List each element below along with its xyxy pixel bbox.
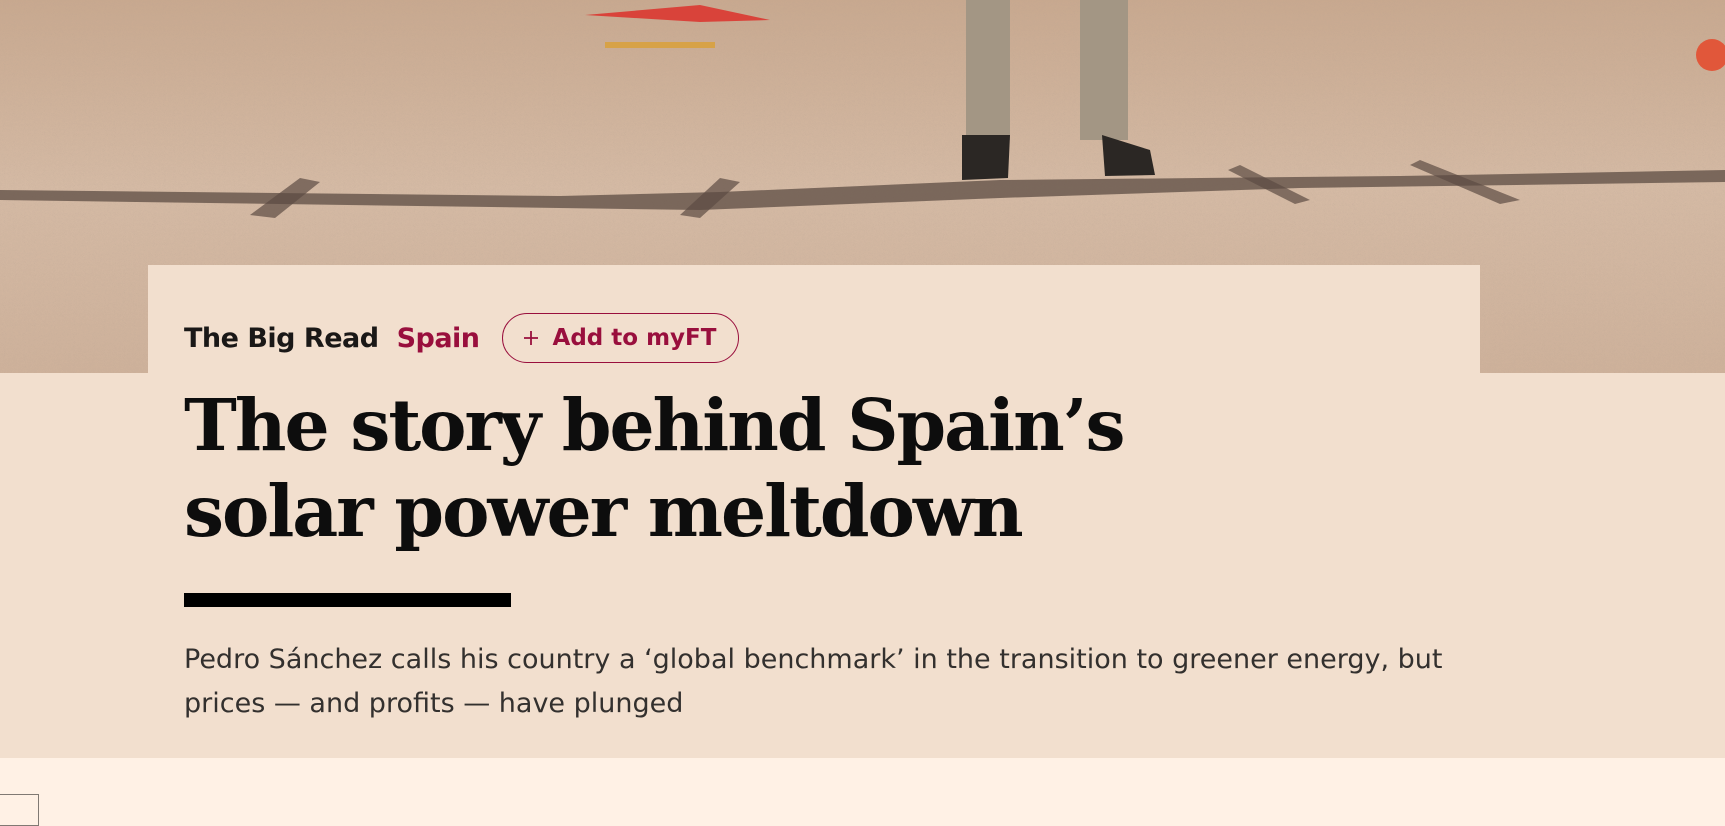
plus-icon	[523, 331, 538, 345]
header-band	[0, 373, 1725, 758]
standfirst: Pedro Sánchez calls his country a ‘globa…	[184, 644, 1443, 719]
button-label: Add to myFT	[552, 325, 717, 351]
add-to-myft-button[interactable]: Add to myFT	[501, 313, 740, 363]
headline-rule	[184, 593, 511, 607]
header-panel	[148, 265, 1480, 375]
hero-photo	[0, 0, 1725, 373]
corner-control[interactable]	[0, 794, 39, 826]
section-label[interactable]: The Big Read	[184, 322, 379, 354]
tag-row: The Big Read Spain Add to myFT	[184, 312, 740, 364]
topic-label[interactable]: Spain	[396, 322, 480, 354]
headline: The story behind Spain’s solar power mel…	[184, 383, 1125, 553]
